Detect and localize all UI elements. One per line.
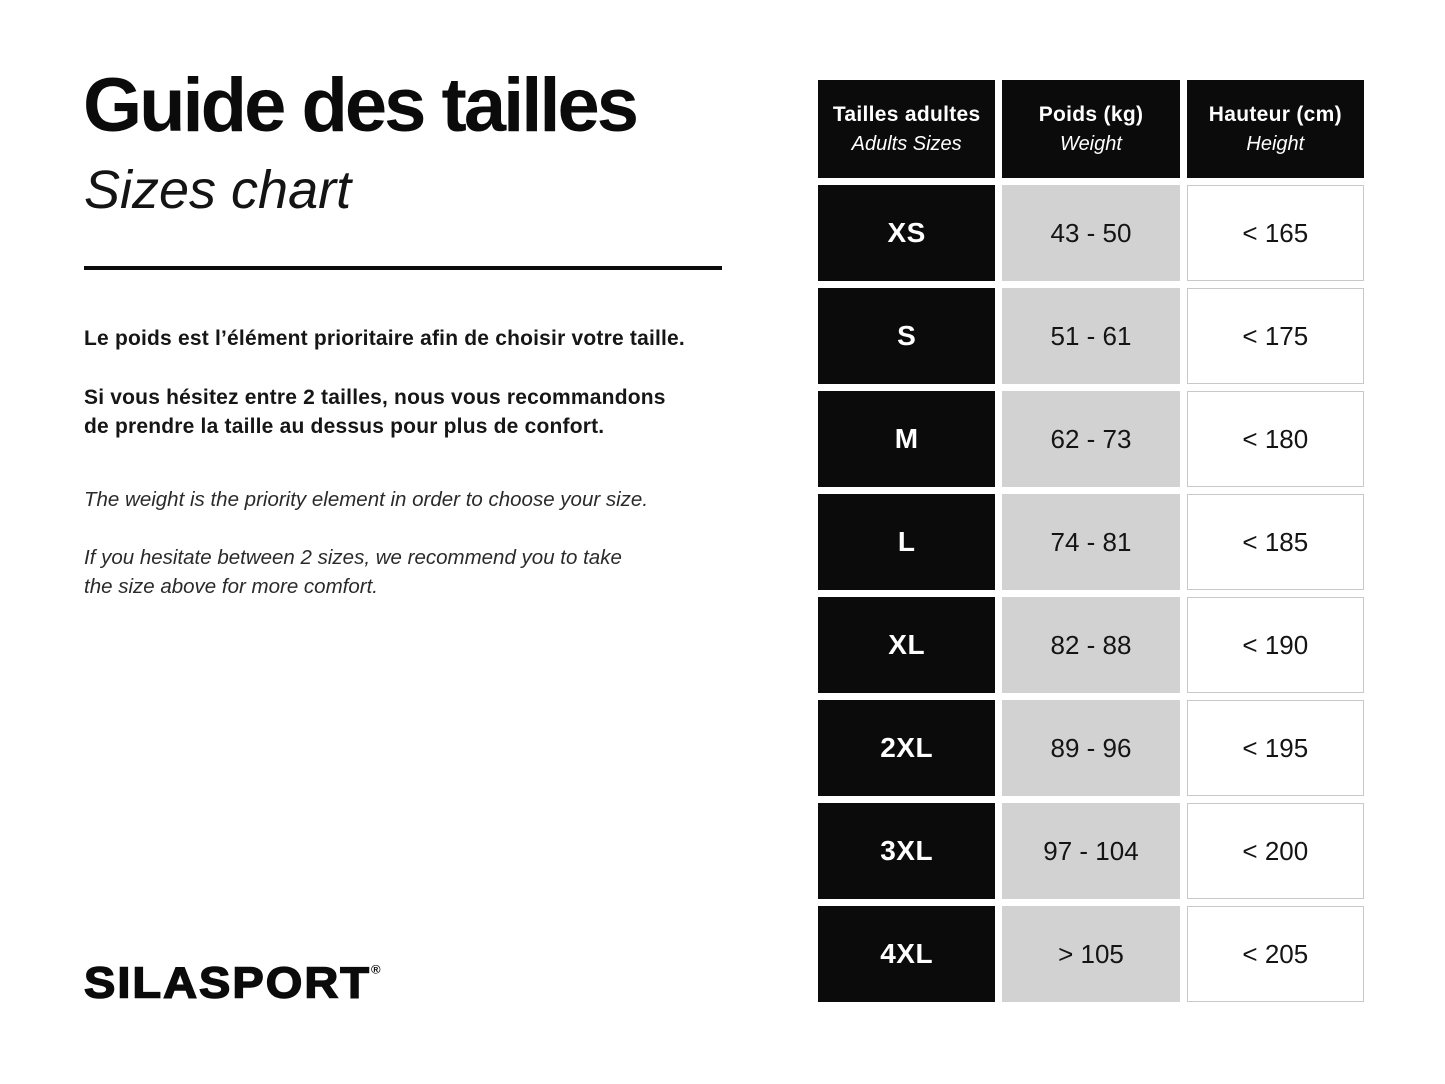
divider-rule (84, 266, 722, 270)
header-height: Hauteur (cm) Height (1186, 80, 1364, 178)
weight-range-cell: 51 - 61 (1002, 288, 1180, 384)
height-limit-cell: < 200 (1186, 803, 1364, 899)
height-limit-cell: < 175 (1186, 288, 1364, 384)
size-label-cell: XL (818, 597, 996, 693)
height-limit-cell: < 205 (1186, 906, 1364, 1002)
size-label-cell: 2XL (818, 700, 996, 796)
header-height-en: Height (1246, 132, 1305, 155)
weight-range-cell: 97 - 104 (1002, 803, 1180, 899)
header-sizes-fr: Tailles adultes (832, 102, 981, 126)
size-label-cell: S (818, 288, 996, 384)
height-limit-cell: < 195 (1186, 700, 1364, 796)
weight-range-cell: 43 - 50 (1002, 185, 1180, 281)
header-weight-en: Weight (1060, 132, 1122, 155)
size-label-cell: 4XL (818, 906, 996, 1002)
size-label-cell: 3XL (818, 803, 996, 899)
size-label-cell: M (818, 391, 996, 487)
intro-french-line-2: Si vous hésitez entre 2 tailles, nous vo… (84, 386, 666, 438)
silasport-logo: SILASPORT® (83, 957, 381, 1008)
page-subtitle: Sizes chart (84, 160, 352, 220)
weight-range-cell: 62 - 73 (1002, 391, 1180, 487)
header-weight-fr: Poids (kg) (1038, 102, 1144, 126)
intro-english-line-2: If you hesitate between 2 sizes, we reco… (84, 546, 622, 598)
header-sizes-en: Adults Sizes (851, 132, 962, 155)
weight-range-cell: > 105 (1002, 906, 1180, 1002)
page-title: Guide des tailles (83, 63, 639, 148)
size-label-cell: XS (818, 185, 996, 281)
size-table: Tailles adultes Adults Sizes Poids (kg) … (818, 80, 1364, 1002)
logo-wordmark: SILASPORT (83, 957, 371, 1007)
intro-french-line-1: Le poids est l’élément prioritaire afin … (84, 327, 685, 350)
height-limit-cell: < 185 (1186, 494, 1364, 590)
weight-range-cell: 74 - 81 (1002, 494, 1180, 590)
weight-range-cell: 82 - 88 (1002, 597, 1180, 693)
size-label-cell: L (818, 494, 996, 590)
header-height-fr: Hauteur (cm) (1208, 102, 1342, 126)
height-limit-cell: < 165 (1186, 185, 1364, 281)
height-limit-cell: < 180 (1186, 391, 1364, 487)
height-limit-cell: < 190 (1186, 597, 1364, 693)
header-sizes: Tailles adultes Adults Sizes (818, 80, 996, 178)
header-weight: Poids (kg) Weight (1002, 80, 1180, 178)
registered-trademark-icon: ® (370, 962, 381, 977)
intro-english-line-1: The weight is the priority element in or… (84, 488, 649, 511)
weight-range-cell: 89 - 96 (1002, 700, 1180, 796)
